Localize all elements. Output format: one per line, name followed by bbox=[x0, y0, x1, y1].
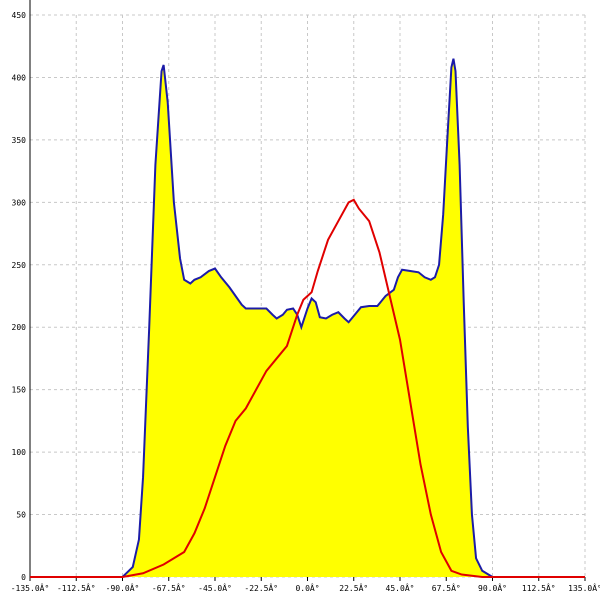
x-tick-label: -22.5Â° bbox=[244, 582, 278, 593]
x-tick-label: 22.5Â° bbox=[339, 582, 368, 593]
y-tick-label: 50 bbox=[16, 511, 26, 520]
line bbox=[30, 58, 585, 578]
y-tick-label: 300 bbox=[12, 198, 27, 207]
y-tick-label: 450 bbox=[12, 11, 27, 20]
y-tick-label: 250 bbox=[12, 261, 27, 270]
x-tick-label: 135.0Â° bbox=[568, 582, 600, 593]
x-tick-label: 67.5Â° bbox=[432, 582, 461, 593]
area bbox=[30, 58, 585, 577]
y-tick-label: 0 bbox=[21, 573, 26, 582]
line bbox=[30, 198, 585, 578]
x-tick-label: 45.0Â° bbox=[386, 582, 415, 593]
x-tick-label: -45.0Â° bbox=[198, 582, 232, 593]
y-tick-label: 400 bbox=[12, 73, 27, 82]
y-tick-label: 150 bbox=[12, 386, 27, 395]
x-tick-label: -135.0Â° bbox=[11, 582, 50, 593]
x-tick-label: -112.5Â° bbox=[57, 582, 96, 593]
y-tick-label: 350 bbox=[12, 136, 27, 145]
x-tick-label: 112.5Â° bbox=[522, 582, 556, 593]
x-tick-label: -90.0Â° bbox=[106, 582, 140, 593]
y-tick-label: 100 bbox=[12, 448, 27, 457]
x-tick-label: 0.0Â° bbox=[295, 582, 319, 593]
x-tick-label: 90.0Â° bbox=[478, 582, 507, 593]
x-tick-label: -67.5Â° bbox=[152, 582, 186, 593]
y-tick-label: 200 bbox=[12, 323, 27, 332]
